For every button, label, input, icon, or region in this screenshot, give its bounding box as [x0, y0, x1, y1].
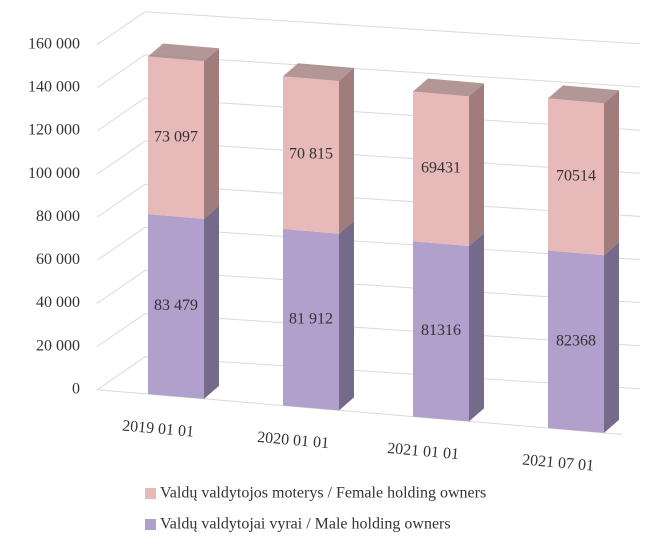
bar-top [148, 43, 219, 62]
grid-line [96, 54, 641, 89]
bar-segment [148, 56, 204, 219]
x-tick-label: 2021 01 01 [386, 440, 459, 463]
bar-side [339, 67, 354, 234]
bar-segment [413, 91, 469, 247]
bar-top [283, 63, 354, 81]
x-tick-label: 2021 07 01 [521, 451, 594, 474]
y-tick-label: 60 000 [36, 251, 80, 268]
bar-side [204, 48, 219, 219]
legend-label: Valdų valdytojai vyrai / Male holding ow… [160, 516, 451, 533]
bar-side [604, 90, 619, 256]
grid-line [96, 11, 641, 46]
y-tick-label: 40 000 [36, 294, 80, 311]
legend-label: Valdų valdytojos moterys / Female holdin… [160, 485, 486, 502]
y-tick-label: 160 000 [28, 35, 80, 52]
bar-side [339, 220, 354, 411]
value-label: 82368 [556, 332, 596, 349]
y-tick-label: 20 000 [36, 337, 80, 354]
legend-swatch [145, 488, 156, 499]
value-label: 81316 [421, 322, 461, 339]
bar-segment [413, 241, 469, 422]
x-tick-label: 2020 01 01 [256, 429, 329, 452]
floor-edge [96, 389, 623, 435]
value-label: 70514 [556, 168, 596, 185]
bar-side [604, 242, 619, 433]
value-label: 81 912 [289, 310, 333, 327]
bar-side [469, 233, 484, 422]
y-tick-label: 0 [72, 380, 80, 397]
bar-segment [283, 228, 339, 411]
value-label: 83 479 [154, 297, 198, 314]
x-tick-label: 2019 01 01 [121, 417, 194, 440]
bar-side [204, 205, 219, 399]
y-tick-label: 80 000 [36, 208, 80, 225]
y-tick-label: 100 000 [28, 165, 80, 182]
bar-top [413, 78, 484, 97]
bar-segment [548, 98, 604, 256]
y-tick-label: 120 000 [28, 122, 80, 139]
legend-swatch [145, 519, 156, 530]
bar-segment [148, 214, 204, 399]
bar-segment [548, 250, 604, 433]
value-label: 69431 [421, 159, 461, 176]
bar-segment [283, 76, 339, 234]
y-tick-label: 140 000 [28, 79, 80, 96]
value-label: 70 815 [289, 146, 333, 163]
bar-side [469, 83, 484, 247]
bar-top [548, 85, 619, 104]
value-label: 73 097 [154, 128, 198, 145]
